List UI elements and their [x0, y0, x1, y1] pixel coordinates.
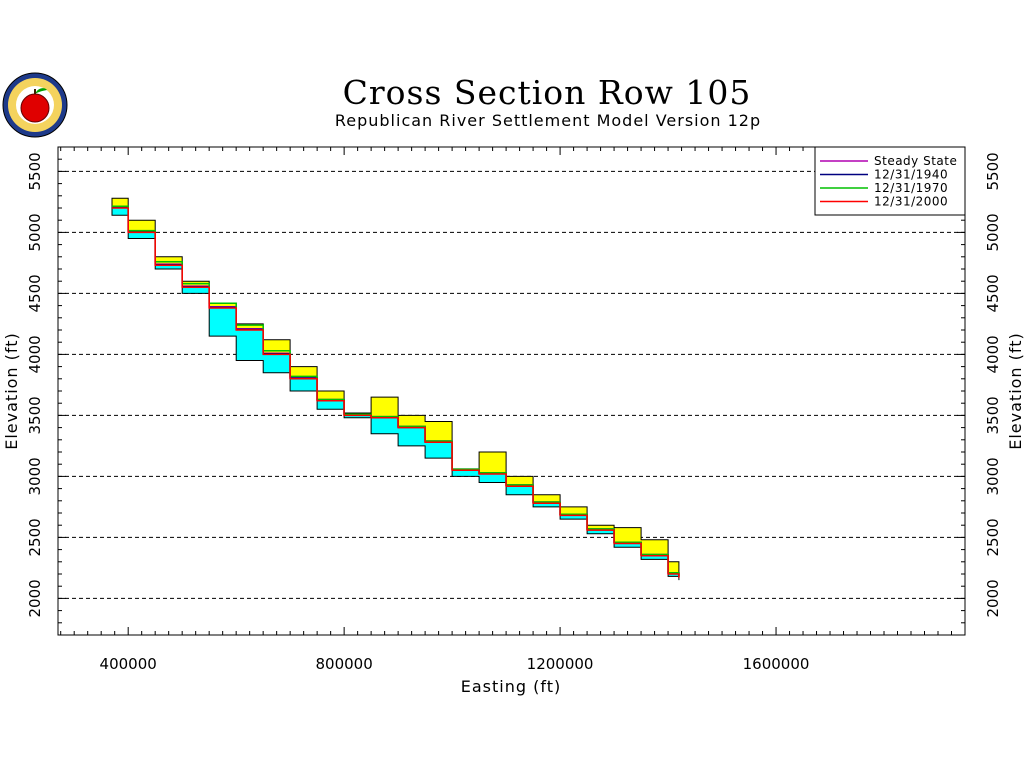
y-tick-label-right: 4500 — [984, 274, 1002, 312]
series-layer — [112, 205, 680, 578]
legend-label: Steady State — [874, 154, 957, 168]
y-tick-label-right: 3500 — [984, 396, 1002, 434]
x-tick-label: 1200000 — [527, 655, 594, 673]
x-tick-label: 400000 — [100, 655, 157, 673]
y-axis-label-right: Elevation (ft) — [1006, 332, 1024, 450]
y-tick-label-right: 4000 — [984, 335, 1002, 373]
y-axis-label-left: Elevation (ft) — [2, 332, 21, 450]
x-axis-label: Easting (ft) — [461, 677, 561, 696]
series-line-steady-state — [112, 206, 680, 577]
upper-layer-fill — [111, 197, 680, 578]
grid-layer — [58, 170, 965, 599]
aquifer-fill — [111, 207, 680, 581]
area-layer — [111, 197, 680, 581]
y-tick-label-right: 5000 — [984, 213, 1002, 251]
y-tick-label-left: 4500 — [26, 274, 44, 312]
legend-box — [814, 146, 966, 216]
series-line-12-31-2000 — [112, 207, 680, 578]
y-tick-label-right: 2500 — [984, 518, 1002, 556]
x-tick-label: 800000 — [316, 655, 373, 673]
y-tick-label-left: 5500 — [26, 152, 44, 190]
series-line-12-31-1970 — [112, 205, 680, 577]
y-tick-label-right: 3000 — [984, 457, 1002, 495]
y-tick-label-left: 4000 — [26, 335, 44, 373]
legend-label: 12/31/2000 — [874, 195, 948, 209]
y-tick-label-left: 3000 — [26, 457, 44, 495]
seal-logo — [2, 72, 68, 138]
y-tick-label-left: 2000 — [26, 579, 44, 617]
y-tick-label-right: 5500 — [984, 152, 1002, 190]
plot-frame — [57, 146, 966, 636]
chart-title: Cross Section Row 105 — [343, 73, 752, 112]
series-line-12-31-1940 — [112, 206, 680, 577]
x-tick-label: 1600000 — [743, 655, 810, 673]
y-tick-label-left: 2500 — [26, 518, 44, 556]
chart-subtitle: Republican River Settlement Model Versio… — [335, 111, 761, 130]
y-tick-label-left: 5000 — [26, 213, 44, 251]
ticks-layer: 400000 800000 1200000 1600000 2000 2000 2500 25… — [26, 146, 1002, 673]
y-tick-label-left: 3500 — [26, 396, 44, 434]
legend-label: 12/31/1940 — [874, 168, 948, 182]
legend-label: 12/31/1970 — [874, 181, 948, 195]
y-tick-label-right: 2000 — [984, 579, 1002, 617]
legend: Steady State12/31/194012/31/197012/31/20… — [814, 146, 966, 216]
